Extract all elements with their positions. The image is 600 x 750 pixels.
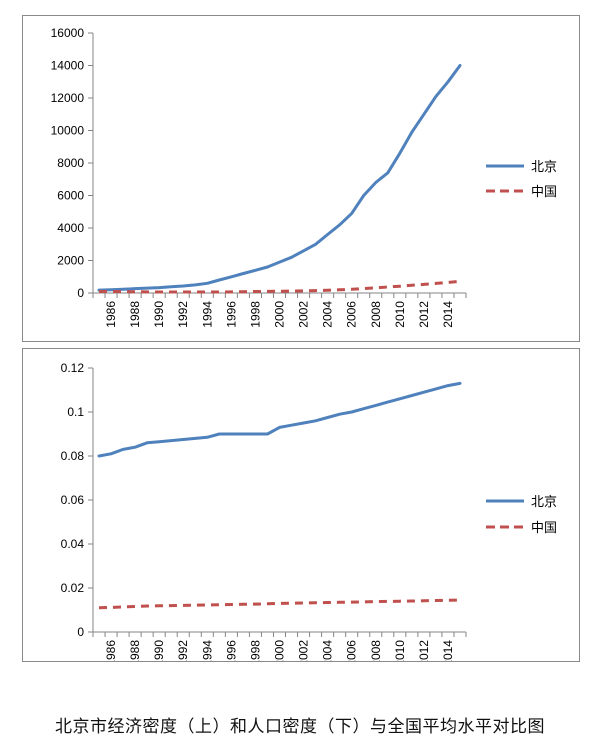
x-tick-label: 1992 <box>176 301 190 328</box>
series-line-china <box>99 279 461 294</box>
x-tick-label: 2000 <box>273 301 287 328</box>
y-tick-label: 8000 <box>57 156 84 170</box>
y-tick-label: 0.08 <box>61 449 85 463</box>
y-tick-label: 0.04 <box>61 537 85 551</box>
series-line-beijing <box>97 381 462 458</box>
x-tick-label: 2004 <box>321 301 335 328</box>
y-tick-label: 0 <box>77 625 84 639</box>
x-tick-label: 1990 <box>152 640 166 661</box>
x-tick-label: 2002 <box>297 301 311 328</box>
legend-label-china: 中国 <box>531 185 557 200</box>
x-tick-label: 1996 <box>224 640 238 661</box>
y-tick-label: 10000 <box>51 124 85 138</box>
x-tick-label: 1998 <box>248 640 262 661</box>
x-tick-label: 1986 <box>104 301 118 328</box>
x-tick-label: 2000 <box>273 640 287 661</box>
legend-label-beijing: 北京 <box>531 160 557 175</box>
x-tick-label: 1992 <box>176 640 190 661</box>
x-tick-label: 2002 <box>297 640 311 661</box>
x-tick-label: 1986 <box>104 640 118 661</box>
x-tick-label: 2006 <box>345 301 359 328</box>
x-tick-label: 2008 <box>369 640 383 661</box>
x-tick-label: 1996 <box>224 301 238 328</box>
y-tick-label: 6000 <box>57 189 84 203</box>
y-tick-label: 4000 <box>57 221 84 235</box>
x-tick-label: 2006 <box>345 640 359 661</box>
chart-economic-density: 0 2000 4000 6000 8000 10000 12000 14000 16000 198… <box>22 15 580 342</box>
x-tick-label: 2010 <box>393 640 407 661</box>
x-tick-label: 2008 <box>369 301 383 328</box>
y-tick-label: 0.1 <box>67 405 84 419</box>
x-tick-label: 2012 <box>417 640 431 661</box>
y-tick-label: 0.06 <box>61 493 85 507</box>
x-tick-label: 2004 <box>321 640 335 661</box>
y-tick-label: 16000 <box>51 26 85 40</box>
y-tick-label: 0.12 <box>61 361 85 375</box>
y-tick-label: 2000 <box>57 254 84 268</box>
x-tick-label: 2012 <box>417 301 431 328</box>
y-tick-label: 0 <box>77 286 84 300</box>
series-line-beijing <box>97 64 462 292</box>
chart-economic-density-svg: 0 2000 4000 6000 8000 10000 12000 14000 16000 198… <box>51 26 557 328</box>
x-tick-label: 1988 <box>128 301 142 328</box>
x-tick-label: 2014 <box>441 301 455 328</box>
x-tick-label: 1998 <box>248 301 262 328</box>
x-tick-label: 1990 <box>152 301 166 328</box>
x-tick-label: 2010 <box>393 301 407 328</box>
figure-caption: 北京市经济密度（上）和人口密度（下）与全国平均水平对比图 <box>55 717 545 737</box>
x-tick-label: 2014 <box>441 640 455 661</box>
chart-population-density: 0 0.02 0.04 0.06 0.08 0.1 0.12 1986 1988 1990 1992… <box>22 348 580 662</box>
x-tick-label: 1988 <box>128 640 142 661</box>
legend-label-china: 中国 <box>531 521 557 536</box>
y-tick-label: 14000 <box>51 59 85 73</box>
legend-label-beijing: 北京 <box>531 495 557 510</box>
x-tick-label: 1994 <box>200 640 214 661</box>
chart-population-density-svg: 0 0.02 0.04 0.06 0.08 0.1 0.12 1986 1988 1990 1992… <box>61 361 557 661</box>
series-line-china <box>98 598 461 610</box>
y-tick-label: 0.02 <box>61 581 85 595</box>
x-tick-label: 1994 <box>200 301 214 328</box>
y-tick-label: 12000 <box>51 91 85 105</box>
